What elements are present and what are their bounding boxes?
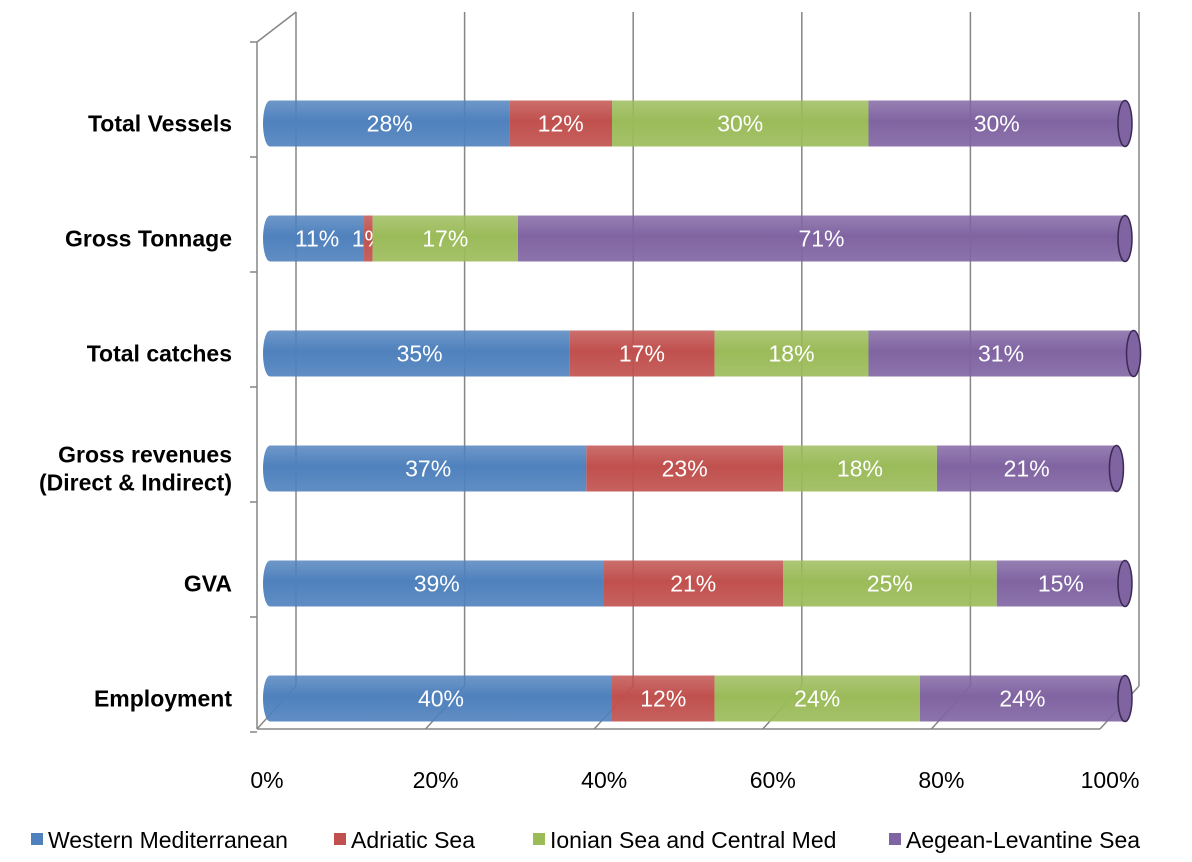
legend-label: Ionian Sea and Central Med: [550, 827, 836, 853]
data-label: 18%: [769, 341, 815, 367]
bar-segment-western-mediterranean: [263, 560, 604, 607]
bar-segment-adriatic-sea: [509, 100, 612, 147]
category-label-total-catches: Total catches: [87, 341, 232, 367]
data-label: 24%: [999, 686, 1045, 712]
legend-item-western-mediterranean: Western Mediterranean: [31, 827, 288, 853]
bar-segment-aegean-levantine-sea: [517, 215, 1132, 262]
bar-segment-ionian-sea-and-central-med: [783, 560, 997, 607]
legend-label: Aegean-Levantine Sea: [906, 827, 1140, 853]
legend-label: Western Mediterranean: [48, 827, 288, 853]
data-label: 30%: [717, 111, 763, 137]
bar-end-cap: [1117, 214, 1133, 263]
data-label: 39%: [414, 571, 460, 597]
data-label: 15%: [1038, 571, 1084, 597]
category-label-gross-revenues-direct-indirect: Gross revenues (Direct & Indirect): [39, 442, 232, 496]
legend: Western Mediterranean Adriatic Sea Ionian …: [31, 827, 1140, 853]
bar-segment-ionian-sea-and-central-med: [372, 215, 518, 262]
legend-swatch: [31, 833, 43, 845]
bar-segment-adriatic-sea: [586, 445, 783, 492]
bar-segment-western-mediterranean: [263, 215, 365, 262]
data-label: 12%: [640, 686, 686, 712]
data-label: 11%: [295, 226, 339, 252]
x-tick-label: 100%: [1081, 767, 1140, 793]
x-tick-label: 0%: [250, 767, 283, 793]
x-tick-label: 80%: [918, 767, 964, 793]
bar-segment-adriatic-sea: [364, 215, 373, 262]
bar-segment-western-mediterranean: [263, 445, 587, 492]
bar-segment-adriatic-sea: [569, 330, 715, 377]
bar-segment-adriatic-sea: [603, 560, 783, 607]
data-label: 31%: [978, 341, 1024, 367]
bar-segment-aegean-levantine-sea: [868, 100, 1132, 147]
bars: 28% 12% 30% 30%11% 1% 17% 71%35% 17% 18% 31%37% 23…: [263, 99, 1142, 723]
data-label: 12%: [538, 111, 584, 137]
category-label-gross-tonnage: Gross Tonnage: [65, 226, 232, 252]
bar-segment-ionian-sea-and-central-med: [783, 445, 937, 492]
bar-end-cap: [1117, 99, 1133, 148]
bar-segment-adriatic-sea: [612, 675, 715, 722]
bar-segment-ionian-sea-and-central-med: [714, 675, 920, 722]
bar-segment-western-mediterranean: [263, 100, 510, 147]
data-label: 71%: [798, 226, 844, 252]
wall-edge: [256, 11, 297, 43]
bar-row-gva: 39% 21% 25% 15%: [263, 559, 1133, 608]
x-tick-labels: 0% 20% 40% 60% 80% 100%: [250, 767, 1139, 793]
data-label: 17%: [422, 226, 468, 252]
bar-row-gross-revenues-direct-indirect: 37% 23% 18% 21%: [263, 444, 1125, 493]
bar-segment-aegean-levantine-sea: [996, 560, 1132, 607]
bar-segment-western-mediterranean: [263, 675, 612, 722]
legend-swatch: [889, 833, 901, 845]
bar-segment-aegean-levantine-sea: [919, 675, 1132, 722]
bar-end-cap: [1108, 444, 1125, 493]
bar-segment-ionian-sea-and-central-med: [612, 100, 869, 147]
data-label: 24%: [794, 686, 840, 712]
data-label: 37%: [405, 456, 451, 482]
bar-segment-aegean-levantine-sea: [868, 330, 1141, 377]
data-label: 23%: [662, 456, 708, 482]
legend-swatch: [334, 833, 346, 845]
data-label: 21%: [670, 571, 716, 597]
data-label: 40%: [418, 686, 464, 712]
legend-label: Adriatic Sea: [351, 827, 475, 853]
category-label-gva: GVA: [184, 571, 232, 597]
bar-segment-aegean-levantine-sea: [936, 445, 1124, 492]
data-label: 18%: [837, 456, 883, 482]
bar-segment-ionian-sea-and-central-med: [714, 330, 869, 377]
x-tick-label: 20%: [413, 767, 459, 793]
data-label: 21%: [1004, 456, 1050, 482]
legend-item-ionian-sea-and-central-med: Ionian Sea and Central Med: [533, 827, 836, 853]
legend-swatch: [533, 833, 545, 845]
bar-end-cap: [1117, 559, 1133, 608]
axes: [250, 11, 1100, 733]
category-label-total-vessels: Total Vessels: [88, 111, 232, 137]
category-labels: Total Vessels Gross Tonnage Total catches G…: [39, 111, 232, 712]
data-label: 35%: [397, 341, 443, 367]
bar-segment-western-mediterranean: [263, 330, 570, 377]
x-tick-label: 40%: [581, 767, 627, 793]
data-label: 17%: [619, 341, 665, 367]
bar-end-cap: [1117, 674, 1133, 723]
bar-row-total-catches: 35% 17% 18% 31%: [263, 329, 1142, 378]
data-label: 28%: [367, 111, 413, 137]
legend-item-aegean-levantine-sea: Aegean-Levantine Sea: [889, 827, 1140, 853]
x-tick-label: 60%: [750, 767, 796, 793]
bar-row-employment: 40% 12% 24% 24%: [263, 674, 1133, 723]
data-label: 30%: [974, 111, 1020, 137]
data-label: 25%: [867, 571, 913, 597]
bar-row-gross-tonnage: 11% 1% 17% 71%: [263, 214, 1133, 263]
bar-row-total-vessels: 28% 12% 30% 30%: [263, 99, 1133, 148]
bar-end-cap: [1125, 329, 1142, 378]
category-label-employment: Employment: [94, 686, 232, 712]
legend-item-adriatic-sea: Adriatic Sea: [334, 827, 475, 853]
